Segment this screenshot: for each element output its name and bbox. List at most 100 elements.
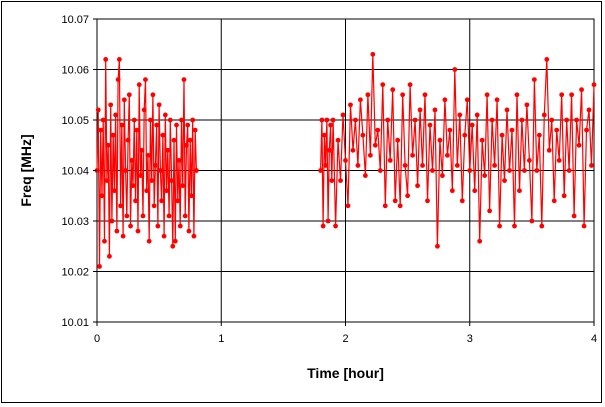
data-point <box>134 127 140 133</box>
data-point <box>504 107 510 113</box>
data-point <box>182 213 188 219</box>
data-point <box>410 152 415 158</box>
data-point <box>118 203 124 209</box>
data-point <box>574 117 580 123</box>
data-point <box>138 173 143 178</box>
data-point <box>367 152 373 158</box>
data-point <box>492 163 497 168</box>
data-point <box>440 173 445 178</box>
data-point <box>156 102 162 108</box>
data-point <box>372 142 378 148</box>
y-tick-label: 10.01 <box>61 317 89 329</box>
data-point <box>157 168 163 173</box>
data-point <box>146 238 152 244</box>
data-point <box>447 127 453 133</box>
data-point <box>581 223 587 229</box>
data-point <box>497 223 502 229</box>
data-point <box>586 107 592 113</box>
data-point <box>328 122 333 128</box>
data-point <box>539 223 545 229</box>
y-tick-label: 10.04 <box>61 166 89 178</box>
y-tick-label: 10.06 <box>61 65 89 77</box>
x-tick-label: 4 <box>591 333 597 345</box>
data-point <box>155 223 161 229</box>
data-point <box>556 158 562 163</box>
data-point <box>454 163 460 168</box>
data-point <box>187 137 193 143</box>
data-point <box>191 233 197 239</box>
data-point <box>390 87 396 93</box>
data-point <box>541 112 547 118</box>
data-point <box>462 132 468 138</box>
data-point <box>487 208 493 214</box>
data-point <box>139 147 145 153</box>
y-tick-label: 10.02 <box>61 267 89 279</box>
data-point <box>123 168 128 173</box>
data-point <box>185 122 191 128</box>
data-point <box>329 178 335 184</box>
data-point <box>474 112 480 118</box>
data-point <box>338 178 343 184</box>
data-point <box>392 198 398 204</box>
data-point <box>97 264 102 269</box>
data-point <box>109 218 115 224</box>
data-point <box>184 142 189 148</box>
data-point <box>108 102 114 108</box>
data-point <box>437 137 443 143</box>
data-point <box>181 77 187 82</box>
data-point <box>190 117 196 123</box>
data-point <box>107 253 112 259</box>
data-point <box>499 132 505 138</box>
data-point <box>148 117 153 123</box>
y-tick-label: 10.07 <box>61 14 89 26</box>
data-point <box>319 117 325 123</box>
data-point <box>512 223 517 229</box>
data-point <box>149 178 155 184</box>
data-point <box>566 168 572 173</box>
data-point <box>348 102 353 108</box>
data-point <box>324 117 330 123</box>
data-point <box>114 228 120 234</box>
data-point <box>166 213 172 219</box>
data-point <box>509 127 515 133</box>
data-point <box>370 51 376 57</box>
data-point <box>189 193 194 199</box>
data-point <box>412 117 418 123</box>
data-point <box>335 137 341 143</box>
data-point <box>549 117 555 123</box>
data-point <box>425 198 430 204</box>
data-point <box>121 97 127 103</box>
data-point <box>175 198 181 204</box>
data-point <box>380 82 386 88</box>
data-point <box>435 243 440 249</box>
data-point <box>321 132 327 138</box>
data-point <box>472 188 478 194</box>
data-point <box>104 178 110 184</box>
data-point <box>100 117 106 123</box>
data-point <box>145 152 151 158</box>
data-point <box>151 203 157 209</box>
data-point <box>340 112 346 118</box>
data-point <box>522 168 527 173</box>
data-point <box>536 132 542 138</box>
data-point <box>325 218 331 224</box>
data-point <box>326 147 332 153</box>
data-point <box>482 173 488 178</box>
data-point <box>150 92 156 98</box>
data-point <box>133 198 138 204</box>
data-point <box>358 97 363 103</box>
data-point <box>318 168 324 173</box>
data-point <box>452 67 458 72</box>
data-point <box>103 57 109 62</box>
data-point <box>128 223 133 229</box>
data-point <box>449 188 455 194</box>
data-point <box>417 107 423 113</box>
data-point <box>171 137 177 143</box>
data-point <box>400 92 406 98</box>
data-point <box>135 228 141 234</box>
data-point <box>494 97 500 103</box>
data-point <box>524 102 530 108</box>
x-tick-label: 3 <box>467 333 473 345</box>
